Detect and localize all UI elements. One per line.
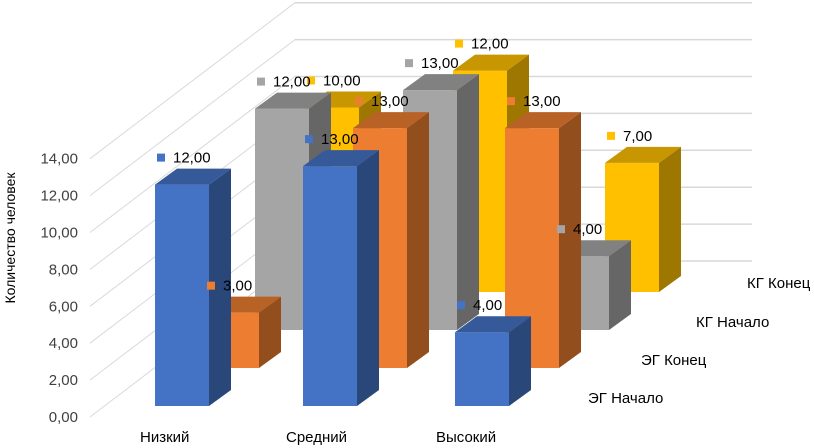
bar-top	[353, 112, 429, 129]
bar-front	[155, 184, 209, 406]
bar	[455, 316, 531, 406]
bar-side	[357, 150, 379, 406]
bar-side	[209, 168, 231, 406]
y-axis-ticks: 0,00 2,00 4,00 6,00 8,00 10,00 12,00 14,00	[40, 151, 78, 426]
category-label: Высокий	[436, 429, 496, 446]
y-tick-label: 14,00	[40, 151, 78, 168]
bar-top	[155, 168, 231, 185]
data-label: 7,00	[623, 128, 652, 145]
legend-key	[455, 39, 463, 48]
y-tick-label: 8,00	[49, 261, 78, 278]
y-tick-label: 0,00	[49, 409, 78, 426]
bar-front	[303, 166, 357, 406]
bar-side	[609, 240, 631, 330]
bar	[303, 150, 379, 406]
legend-key	[355, 97, 363, 106]
legend-key	[257, 77, 265, 86]
series-label: КГ Конец	[747, 275, 811, 292]
legend-key	[305, 135, 313, 144]
data-labels: 10,00 12,00 7,00 12,00 13,00 4,00 3,00 13,00 13,…	[157, 36, 652, 314]
data-label: 12,00	[471, 36, 509, 53]
legend-key	[405, 59, 413, 68]
series-label: ЭГ Начало	[588, 390, 663, 407]
data-label: 13,00	[371, 93, 409, 110]
data-label: 13,00	[421, 55, 459, 72]
bar-side	[457, 74, 479, 331]
bar-top	[453, 54, 529, 71]
y-tick-label: 10,00	[40, 225, 78, 242]
category-label: Средний	[286, 429, 347, 446]
y-tick-label: 12,00	[40, 188, 78, 205]
legend-key	[557, 225, 565, 234]
data-label: 3,00	[223, 278, 252, 295]
bar-top	[455, 316, 531, 333]
bar-side	[259, 296, 281, 368]
bar-top	[505, 112, 581, 129]
data-label: 13,00	[523, 93, 561, 110]
bar-front	[255, 108, 309, 330]
bar-top	[303, 150, 379, 167]
gridline-diagonal	[89, 2, 296, 160]
gridline-diagonal	[89, 76, 296, 233]
y-tick-label: 4,00	[49, 335, 78, 352]
series-label: КГ Начало	[696, 314, 769, 331]
bar	[155, 168, 231, 406]
bar-top	[255, 92, 331, 109]
bar-top	[403, 74, 479, 91]
y-tick-label: 6,00	[49, 298, 78, 315]
gridline-diagonal	[89, 39, 296, 196]
data-label: 10,00	[323, 73, 361, 90]
data-label: 12,00	[273, 74, 311, 91]
data-label: 13,00	[321, 131, 359, 148]
series-labels: ЭГ Начало ЭГ Конец КГ Начало КГ Конец	[588, 275, 811, 407]
category-label: Низкий	[140, 429, 189, 446]
bar	[505, 112, 581, 369]
legend-key	[507, 97, 515, 106]
bar-side	[659, 146, 681, 292]
bar-top	[605, 146, 681, 163]
bar-side	[559, 112, 581, 369]
legend-key	[307, 76, 315, 85]
legend-key	[607, 131, 615, 140]
data-label: 4,00	[473, 297, 502, 314]
bars	[155, 54, 681, 406]
data-label: 4,00	[573, 221, 602, 238]
category-labels: Низкий Средний Высокий	[140, 429, 496, 446]
y-tick-label: 2,00	[49, 372, 78, 389]
bar-side	[407, 112, 429, 369]
legend-key	[157, 153, 165, 162]
bar-side	[509, 316, 531, 406]
series-label: ЭГ Конец	[641, 352, 707, 369]
legend-key	[457, 301, 465, 310]
y-axis-label: Количество человек	[2, 172, 18, 304]
data-label: 12,00	[173, 150, 211, 167]
bar-front	[455, 332, 509, 406]
legend-key	[207, 281, 215, 290]
